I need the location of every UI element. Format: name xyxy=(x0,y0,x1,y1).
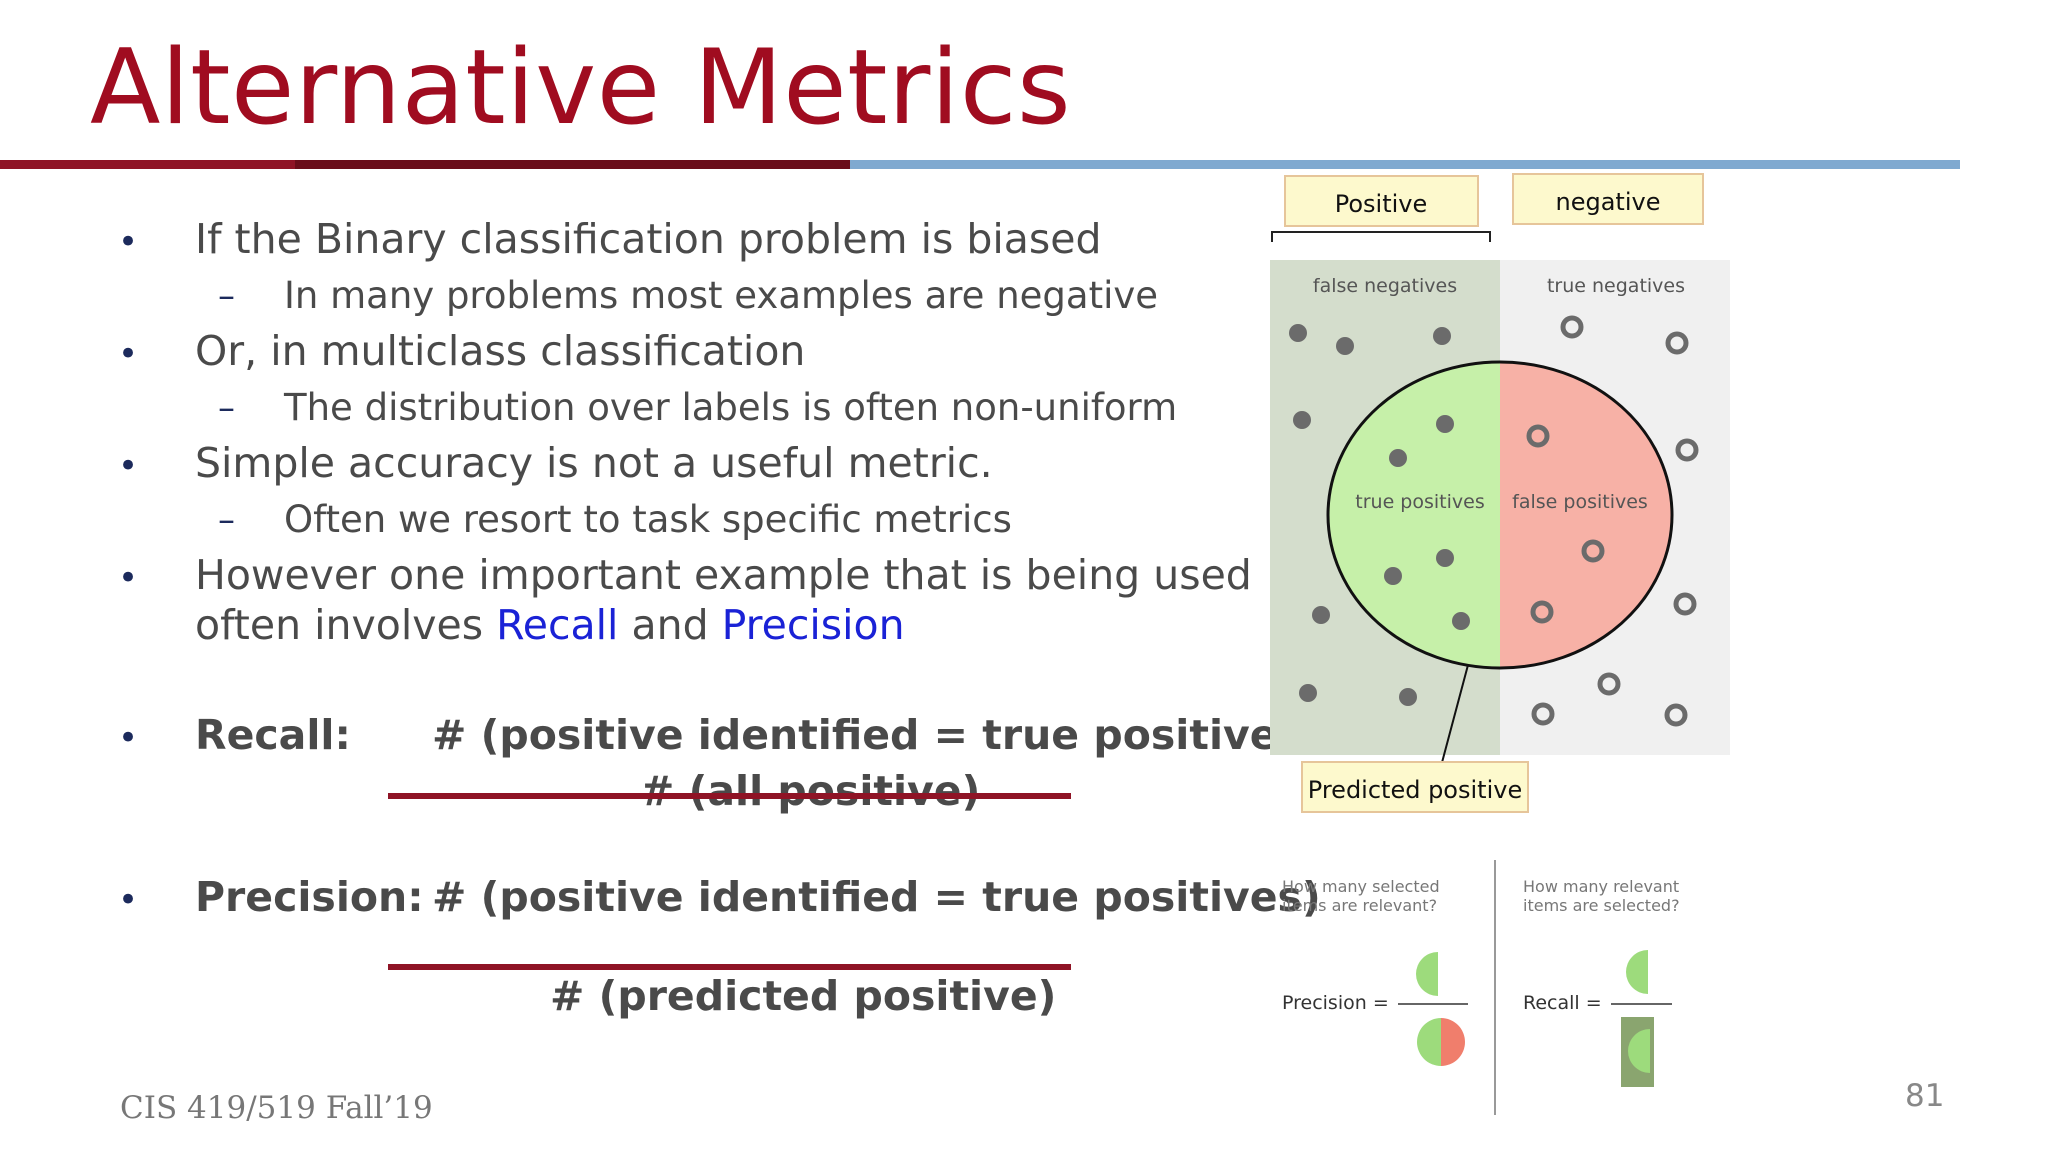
selected-circle xyxy=(1326,360,1674,670)
bullet-text-fragment: and xyxy=(618,601,722,649)
page-number: 81 xyxy=(1905,1078,1945,1114)
predicted-positive-box: Predicted positive xyxy=(1301,761,1529,813)
precision-label: Precision: xyxy=(195,873,424,921)
precision-question-line1: How many selected xyxy=(1282,877,1440,896)
positive-label-box: Positive xyxy=(1284,175,1479,227)
sub-bullet-marker: – xyxy=(218,276,235,316)
bullet-marker: • xyxy=(118,446,139,486)
true-positive-area xyxy=(1328,362,1500,668)
bullet-marker: • xyxy=(118,718,139,758)
positive-bracket xyxy=(1271,231,1491,242)
course-footer: CIS 419/519 Fall’19 xyxy=(120,1090,433,1126)
precision-numerator: # (positive identified = true positives) xyxy=(432,873,1321,921)
sub-bullet-marker: – xyxy=(218,388,235,428)
precision-fraction-line xyxy=(388,964,1071,970)
true-positives-label: true positives xyxy=(1355,491,1484,513)
bullet-text-line2: often involves Recall and Precision xyxy=(195,601,905,649)
title-underline-dark xyxy=(295,160,850,169)
recall-term: Recall xyxy=(496,601,619,649)
title-underline-blue xyxy=(850,160,1960,169)
precision-denominator: # (predicted positive) xyxy=(550,972,1057,1020)
bullet-text: If the Binary classification problem is … xyxy=(195,215,1102,263)
irrelevant-dots xyxy=(1526,315,1699,727)
recall-label: Recall: xyxy=(195,711,351,759)
recall-denominator: # (all positive) xyxy=(640,767,981,815)
precision-mini-fraction xyxy=(1398,952,1468,1066)
relevant-dots xyxy=(1289,324,1470,706)
false-negatives-label: false negatives xyxy=(1313,275,1457,297)
negative-label-box: negative xyxy=(1512,173,1704,225)
recall-equation-label: Recall = xyxy=(1523,992,1602,1014)
sub-bullet-marker: – xyxy=(218,500,235,540)
bullet-text: However one important example that is be… xyxy=(195,551,1252,599)
recall-fraction-line xyxy=(388,793,1071,799)
precision-equation-label: Precision = xyxy=(1282,992,1389,1014)
bullet-marker: • xyxy=(118,334,139,374)
bullet-text: Simple accuracy is not a useful metric. xyxy=(195,439,993,487)
predicted-positive-label: Predicted positive xyxy=(1308,776,1522,804)
bullet-text-fragment: often involves xyxy=(195,601,497,649)
recall-numerator: # (positive identified = true positives) xyxy=(432,711,1321,759)
sub-bullet-text: The distribution over labels is often no… xyxy=(284,386,1178,429)
recall-question-line1: How many relevant xyxy=(1523,877,1679,896)
sub-bullet-text: In many problems most examples are negat… xyxy=(284,274,1159,317)
negative-label: negative xyxy=(1556,188,1661,216)
positive-label: Positive xyxy=(1335,190,1428,218)
sub-bullet-text: Often we resort to task specific metrics xyxy=(284,498,1012,541)
precision-term: Precision xyxy=(721,601,905,649)
bullet-marker: • xyxy=(118,222,139,262)
bullet-text: Or, in multiclass classification xyxy=(195,327,806,375)
precision-recall-diagram: Positive negative false negatives true n… xyxy=(1270,173,1730,1115)
precision-question-line2: items are relevant? xyxy=(1282,896,1437,915)
true-negatives-label: true negatives xyxy=(1547,275,1685,297)
false-positive-area xyxy=(1500,362,1672,668)
predicted-pointer xyxy=(1439,664,1469,771)
recall-question-line2: items are selected? xyxy=(1523,896,1680,915)
recall-mini-fraction xyxy=(1611,950,1672,1087)
bullet-marker: • xyxy=(118,880,139,920)
slide-title: Alternative Metrics xyxy=(90,28,1072,148)
bullet-marker: • xyxy=(118,558,139,598)
false-positives-label: false positives xyxy=(1512,491,1648,513)
